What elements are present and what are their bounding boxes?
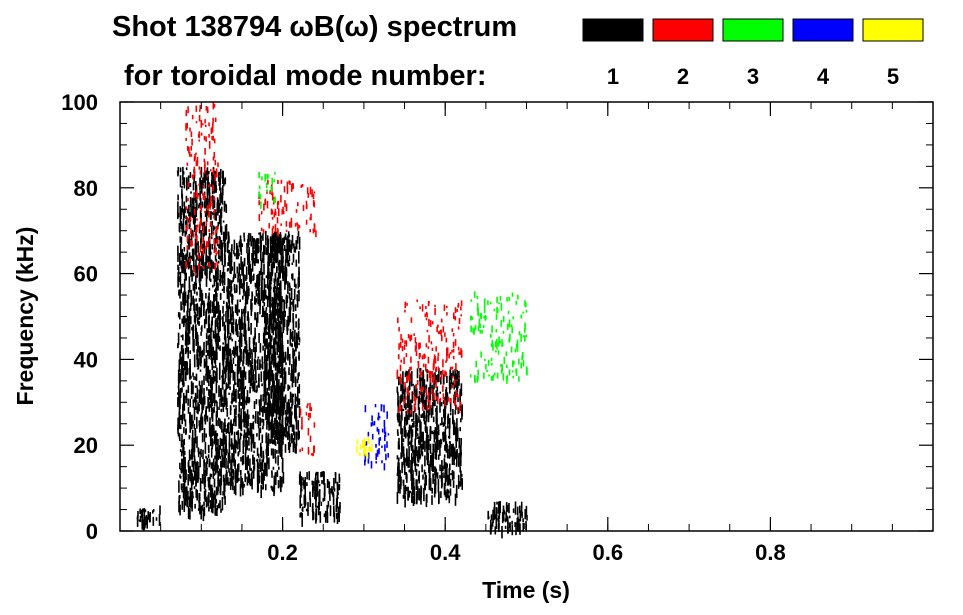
spectral-region-mode-2 <box>396 299 463 415</box>
x-tick-label: 0.2 <box>267 540 298 565</box>
spectral-region-mode-5 <box>355 436 373 459</box>
legend-swatch-mode-1 <box>582 18 644 42</box>
spectral-region-mode-1 <box>396 368 463 508</box>
spectral-region-mode-2 <box>258 179 317 238</box>
spectral-region-mode-4 <box>364 404 390 471</box>
legend-label-mode-5: 5 <box>887 64 899 89</box>
spectral-region-mode-1 <box>487 501 528 539</box>
chart-title-line1: Shot 138794 ωB(ω) spectrum <box>112 11 517 43</box>
legend-swatch-mode-3 <box>722 18 784 42</box>
y-axis-label: Frequency (kHz) <box>12 227 38 406</box>
x-tick-label: 0.8 <box>755 540 786 565</box>
spectral-region-mode-3 <box>258 172 276 209</box>
legend-label-mode-4: 4 <box>817 64 830 89</box>
axis-ticks: 0.2 0.4 0.6 0.8 0 20 40 60 80 100 <box>61 90 933 565</box>
y-tick-label: 80 <box>74 176 98 201</box>
legend-label-mode-3: 3 <box>747 64 759 89</box>
y-tick-label: 0 <box>86 519 98 544</box>
mode-legend: 1 2 3 4 5 <box>582 18 924 89</box>
spectral-region-mode-1 <box>298 471 341 527</box>
y-tick-label: 40 <box>74 347 98 372</box>
spectral-region-mode-1 <box>136 505 161 532</box>
spectral-region-mode-1 <box>176 166 228 522</box>
spectrum-data <box>136 102 528 539</box>
spectral-region-mode-2 <box>299 402 316 457</box>
legend-swatch-mode-2 <box>652 18 714 42</box>
y-tick-label: 60 <box>74 262 98 287</box>
chart-title-line2: for toroidal mode number: <box>124 60 487 92</box>
spectral-region-mode-3 <box>469 291 528 384</box>
spectral-region-mode-1 <box>225 230 285 498</box>
y-tick-label: 100 <box>61 90 98 115</box>
y-tick-label: 20 <box>74 433 98 458</box>
spectral-region-mode-1 <box>266 231 301 454</box>
legend-swatch-mode-4 <box>792 18 854 42</box>
legend-label-mode-2: 2 <box>677 64 689 89</box>
legend-label-mode-1: 1 <box>607 64 619 89</box>
x-tick-label: 0.4 <box>430 540 461 565</box>
x-tick-label: 0.6 <box>593 540 624 565</box>
spectral-region-mode-2 <box>185 102 219 276</box>
x-axis-label: Time (s) <box>482 577 570 603</box>
legend-swatch-mode-5 <box>862 18 924 42</box>
